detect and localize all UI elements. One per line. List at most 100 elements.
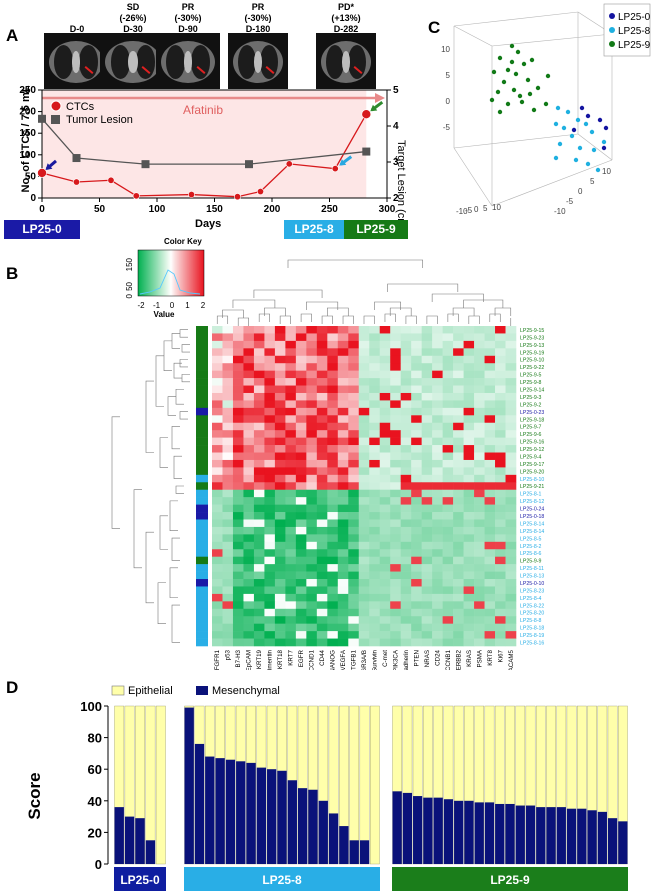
heatmap-cell [400, 571, 412, 580]
heatmap-cell [306, 586, 318, 595]
heatmap-cell [327, 392, 339, 401]
heatmap-cell [306, 638, 318, 647]
heatmap-cell [243, 601, 255, 610]
heatmap-cell [421, 422, 433, 431]
heatmap-cell [495, 586, 506, 595]
heatmap-cell [421, 571, 433, 580]
point-lp25-0 [579, 105, 585, 111]
heatmap-cell [442, 459, 454, 468]
heatmap-cell [484, 348, 496, 357]
heatmap-cell [484, 459, 496, 468]
heatmap-cell [253, 608, 265, 617]
scan-caption-1: SD (-26%) D-30 [103, 2, 163, 35]
heatmap-cell [358, 474, 370, 483]
heatmap-cell [369, 489, 381, 498]
heatmap-cell [274, 541, 286, 550]
heatmap-cell [453, 601, 464, 610]
heatmap-cell [337, 467, 349, 476]
sample-bar-cell [196, 519, 208, 528]
gene-label: CD24 [434, 649, 441, 665]
heatmap-cell [484, 519, 496, 528]
heatmap-cell [358, 430, 370, 438]
heatmap-cell [495, 519, 506, 528]
row-label: LP25-8-14 [520, 521, 544, 527]
heatmap-cell [453, 355, 464, 364]
heatmap-cell [274, 593, 286, 602]
heatmap-cell [253, 333, 265, 342]
sample-bar-cell [196, 549, 208, 557]
heatmap-cell [484, 489, 496, 498]
heatmap-cell [379, 601, 391, 610]
heatmap-cell [264, 422, 276, 431]
heatmap-cell [400, 579, 412, 587]
sample-bar-cell [196, 586, 208, 595]
heatmap-cell [243, 422, 255, 431]
sample-bar-cell [196, 407, 208, 416]
heatmap-cell [348, 370, 360, 379]
heatmap-cell [285, 445, 297, 453]
heatmap-cell [463, 422, 475, 431]
heatmap-cell [442, 482, 454, 491]
group-box [114, 867, 166, 891]
heatmap-cell [306, 370, 318, 379]
heatmap-cell [484, 556, 496, 565]
heatmap-cell [285, 482, 297, 491]
heatmap-cell [222, 497, 234, 505]
heatmap-cell [295, 363, 307, 371]
heatmap-cell [253, 601, 265, 610]
heatmap-cell [232, 638, 244, 647]
heatmap-cell [495, 579, 506, 587]
heatmap-cell [484, 407, 496, 416]
heatmap-cell [453, 623, 464, 632]
sample-bar-cell [196, 378, 208, 386]
heatmap-cell [484, 430, 496, 438]
heatmap-cell [274, 638, 286, 647]
mesenchymal-bar [454, 800, 464, 864]
heatmap-cell [337, 385, 349, 394]
heatmap-cell [212, 512, 223, 520]
heatmap-cell [212, 415, 223, 424]
heatmap-cell [316, 549, 328, 557]
heatmap-cell [348, 571, 360, 580]
heatmap-cell [295, 512, 307, 520]
heatmap-cell [369, 467, 381, 476]
row-label: LP25-8-23 [520, 588, 544, 594]
heatmap-cell [411, 340, 422, 349]
heatmap-cell [390, 608, 401, 617]
heatmap-cell [474, 459, 485, 468]
heatmap-cell [358, 601, 370, 610]
heatmap-cell [442, 534, 454, 543]
heatmap-cell [484, 586, 496, 595]
heatmap-cell [432, 519, 443, 528]
heatmap-cell [379, 489, 391, 498]
heatmap-cell [379, 459, 391, 468]
heatmap-cell [212, 445, 223, 453]
row-dendrogram [111, 329, 190, 643]
point-lp25-8 [589, 129, 595, 135]
heatmap-cell [306, 333, 318, 342]
heatmap-cell [390, 519, 401, 528]
row-dendro-branch [173, 362, 182, 379]
heatmap-cell [337, 333, 349, 342]
scan-caption-line: PD* [337, 2, 354, 12]
heatmap-cell [306, 556, 318, 565]
ct-lung [110, 45, 131, 79]
y-tick-label: 80 [88, 731, 102, 746]
row-label: LP25-8-22 [520, 603, 544, 609]
gene-label: p53 [225, 649, 232, 660]
heatmap-cell [369, 512, 381, 520]
mesenchymal-bar [194, 743, 205, 864]
heatmap-cell [400, 459, 412, 468]
heatmap-cell [264, 467, 276, 476]
heatmap-cell [432, 333, 443, 342]
point-lp25-8 [557, 141, 563, 147]
row-dendro-branch [175, 388, 184, 405]
heatmap-cell [442, 378, 454, 386]
sample-bar-cell [196, 437, 208, 446]
heatmap-cell [495, 355, 506, 364]
heatmap-cell [222, 407, 234, 416]
heatmap-cell [495, 392, 506, 401]
heatmap-cell [358, 437, 370, 446]
heatmap-cell [327, 459, 339, 468]
